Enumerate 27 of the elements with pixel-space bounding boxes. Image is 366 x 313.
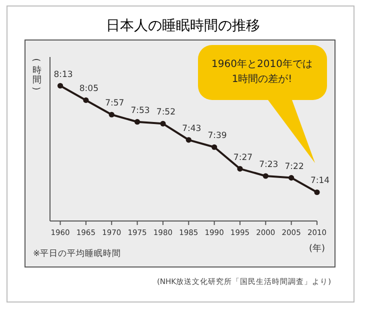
point bbox=[57, 82, 64, 89]
data-label: 7:22 bbox=[284, 162, 304, 172]
point bbox=[134, 119, 140, 125]
point bbox=[83, 97, 89, 103]
point bbox=[288, 175, 294, 181]
point bbox=[108, 112, 114, 118]
data-label: 7:27 bbox=[233, 152, 253, 163]
data-label: 7:14 bbox=[310, 176, 330, 186]
ylabel: (時間) bbox=[30, 58, 42, 90]
point bbox=[212, 144, 218, 150]
point bbox=[237, 166, 243, 172]
chart-title: 日本人の睡眠時間の推移 bbox=[106, 18, 260, 34]
x-axis-title: (年) bbox=[308, 243, 326, 254]
point bbox=[314, 189, 320, 196]
text: ※平日の平均睡眠時間 bbox=[33, 248, 122, 259]
data-label: 7:57 bbox=[105, 98, 124, 109]
data-label: 8:13 bbox=[54, 70, 73, 80]
data-label: 7:39 bbox=[208, 131, 227, 142]
data-label: 7:43 bbox=[182, 124, 202, 134]
text: 1960年と2010年では 1時間の差が! bbox=[212, 58, 312, 85]
data-label: 7:23 bbox=[259, 160, 278, 170]
point bbox=[186, 137, 192, 143]
point bbox=[160, 120, 166, 126]
data-label: 8:05 bbox=[79, 84, 98, 94]
data-label: 7:53 bbox=[130, 106, 150, 116]
data-label: 7:52 bbox=[156, 108, 176, 118]
point bbox=[262, 173, 268, 179]
